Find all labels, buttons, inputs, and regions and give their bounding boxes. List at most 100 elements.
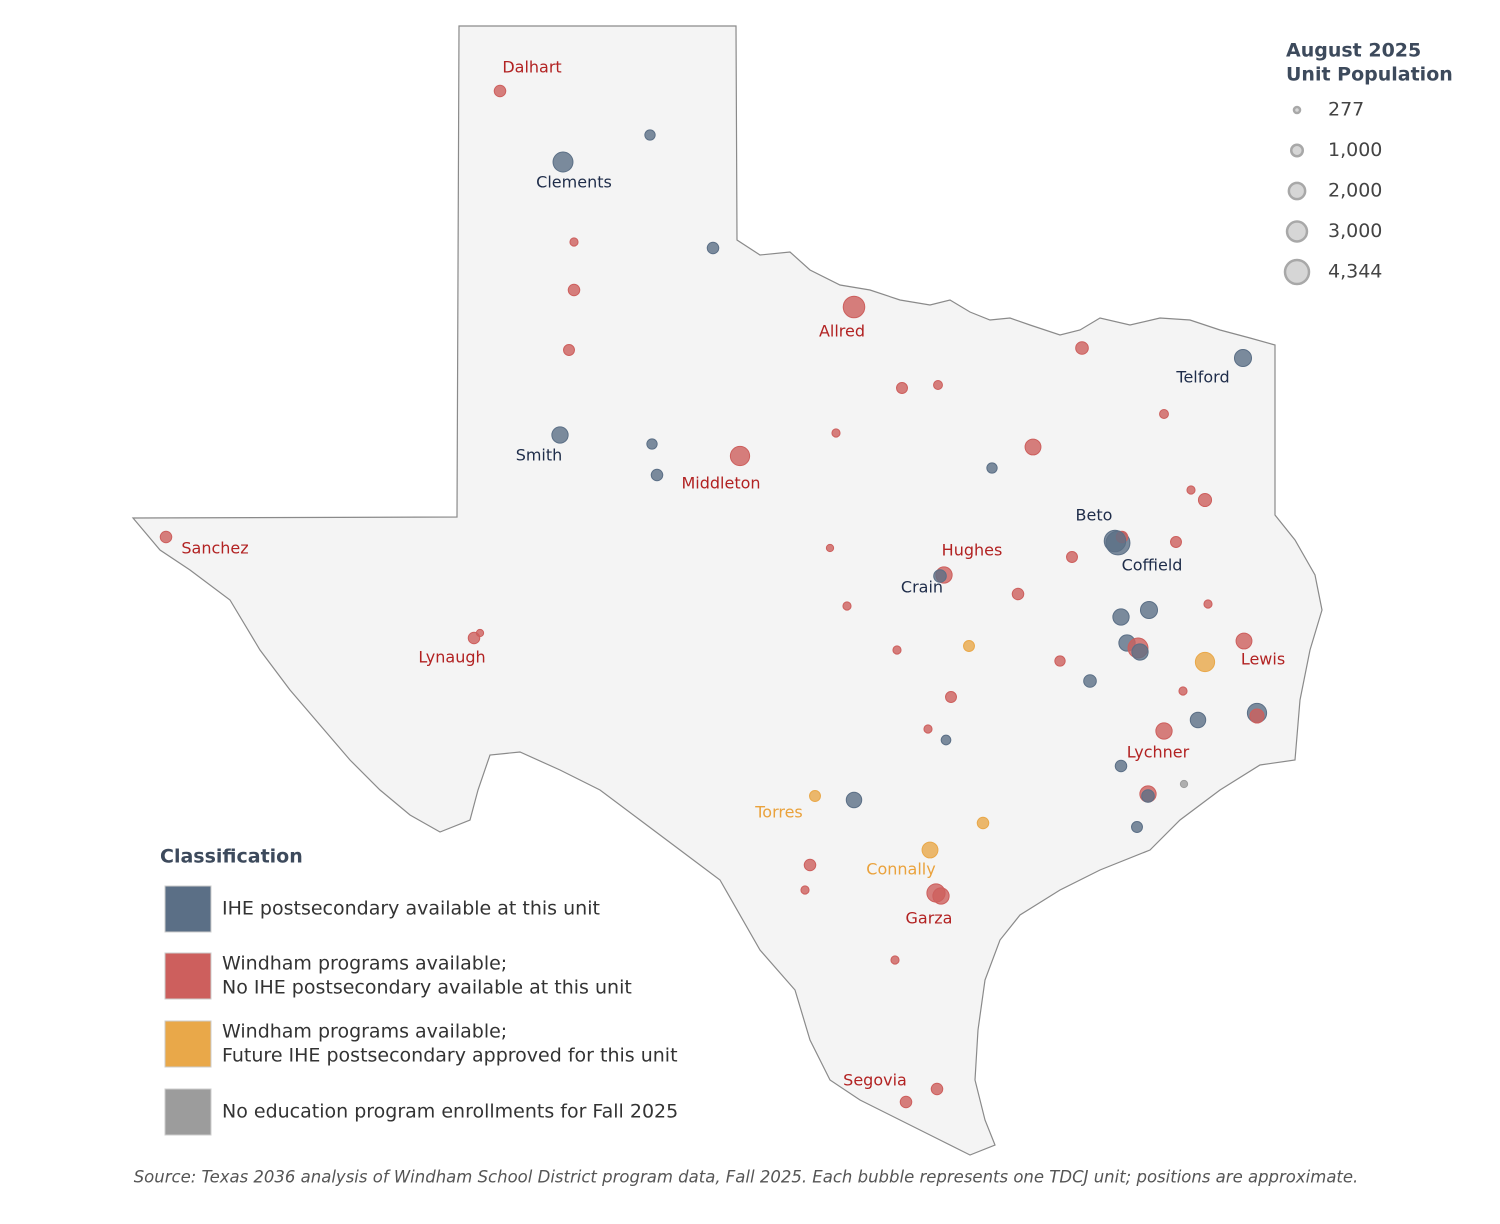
legend-swatch: [164, 1020, 212, 1068]
size-legend-circle: [1283, 258, 1311, 286]
unit-bubble: [892, 645, 902, 655]
unit-bubble: [1139, 600, 1159, 620]
unit-label: Allred: [819, 322, 865, 341]
size-legend-label: 4,344: [1328, 261, 1382, 283]
unit-bubble: [1131, 821, 1143, 833]
unit-bubble: [475, 628, 485, 638]
unit-label: Middleton: [681, 474, 760, 493]
legend-label: No education program enrollments for Fal…: [222, 1101, 678, 1123]
unit-bubble: [1075, 341, 1089, 355]
size-legend-label: 3,000: [1328, 220, 1382, 242]
unit-bubble: [899, 1095, 913, 1109]
size-legend-circle: [1292, 105, 1302, 115]
unit-bubble: [842, 601, 852, 611]
unit-bubble: [1197, 492, 1213, 508]
size-legend-label: 2,000: [1328, 180, 1382, 202]
unit-bubble: [644, 129, 656, 141]
unit-bubble: [940, 734, 952, 746]
unit-bubble: [831, 428, 841, 438]
unit-bubble: [932, 887, 950, 905]
unit-bubble: [933, 569, 947, 583]
size-legend-title: August 2025: [1286, 40, 1421, 62]
unit-bubble: [1155, 722, 1173, 740]
unit-bubble: [1083, 674, 1097, 688]
unit-bubble: [1159, 409, 1169, 419]
unit-bubble: [803, 858, 817, 872]
unit-bubble: [1178, 686, 1188, 696]
classification-title: Classification: [160, 846, 303, 868]
legend-label: IHE postsecondary available at this unit: [222, 898, 600, 920]
legend-label: Windham programs available;: [222, 953, 507, 975]
unit-bubble: [729, 445, 751, 467]
unit-bubble: [1024, 438, 1042, 456]
texas-outline: [131, 25, 1323, 1156]
unit-label: Garza: [906, 909, 953, 928]
unit-bubble: [650, 468, 664, 482]
unit-bubble: [809, 790, 821, 802]
size-legend-circle: [1289, 143, 1305, 158]
size-legend-label: 1,000: [1328, 139, 1382, 161]
legend-label: Future IHE postsecondary approved for th…: [222, 1045, 678, 1067]
unit-bubble: [1054, 655, 1066, 667]
unit-bubble: [1112, 608, 1130, 626]
unit-label: Lewis: [1241, 650, 1285, 669]
unit-bubble: [1131, 643, 1149, 661]
legend-label: Windham programs available;: [222, 1021, 507, 1043]
unit-label: Dalhart: [502, 58, 561, 77]
unit-bubble: [1235, 632, 1253, 650]
size-legend-title: Unit Population: [1286, 64, 1453, 86]
unit-bubble: [845, 791, 863, 809]
unit-bubble: [800, 885, 810, 895]
unit-bubble: [933, 380, 943, 390]
unit-bubble: [1233, 348, 1253, 368]
unit-bubble: [493, 84, 507, 98]
unit-label: Clements: [536, 173, 612, 192]
unit-bubble: [986, 462, 998, 474]
unit-bubble: [1170, 536, 1182, 548]
unit-bubble: [896, 382, 908, 394]
source-note: Source: Texas 2036 analysis of Windham S…: [134, 1168, 1359, 1187]
unit-bubble: [552, 151, 574, 173]
unit-bubble: [1141, 789, 1155, 803]
unit-bubble: [842, 295, 866, 319]
unit-bubble: [825, 543, 835, 553]
unit-bubble: [1066, 551, 1078, 563]
unit-label: Lychner: [1127, 743, 1190, 762]
unit-label: Segovia: [843, 1071, 907, 1090]
unit-bubble: [963, 640, 975, 652]
size-legend-circle: [1287, 181, 1307, 201]
unit-label: Torres: [754, 803, 803, 822]
unit-bubble: [1189, 711, 1207, 729]
unit-bubble: [945, 691, 957, 703]
unit-label: Hughes: [942, 541, 1003, 560]
legend-swatch: [164, 952, 212, 1000]
unit-bubble: [1179, 779, 1189, 789]
unit-bubble: [1203, 599, 1213, 609]
unit-bubble: [706, 241, 720, 255]
unit-bubble: [569, 237, 579, 247]
unit-bubble: [646, 438, 658, 450]
unit-bubble: [551, 426, 569, 444]
unit-bubble: [1249, 708, 1265, 724]
unit-label: Lynaugh: [418, 648, 485, 667]
unit-bubble: [563, 344, 575, 356]
unit-label: Crain: [901, 578, 943, 597]
legend-swatch: [164, 1088, 212, 1136]
unit-label: Beto: [1076, 506, 1113, 525]
size-legend-label: 277: [1328, 99, 1364, 121]
unit-bubble: [890, 955, 900, 965]
unit-bubble: [1103, 529, 1127, 553]
unit-bubble: [930, 1082, 944, 1096]
unit-bubble: [921, 841, 939, 859]
legend-label: No IHE postsecondary available at this u…: [222, 977, 632, 999]
unit-label: Sanchez: [181, 539, 248, 558]
unit-label: Connally: [866, 860, 935, 879]
unit-bubble: [159, 530, 173, 544]
unit-bubble: [976, 816, 990, 830]
unit-label: Telford: [1175, 368, 1229, 387]
unit-bubble: [1194, 651, 1216, 673]
unit-bubble: [923, 724, 933, 734]
size-legend-circle: [1285, 220, 1309, 243]
